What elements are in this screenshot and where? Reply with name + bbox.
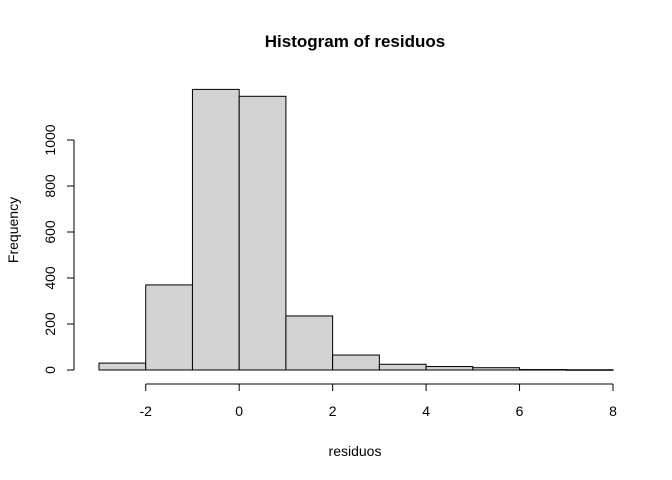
chart-title: Histogram of residuos	[265, 32, 445, 51]
histogram-bar	[98, 362, 147, 371]
x-axis: -2 0 2 4 6 8	[140, 383, 617, 419]
histogram-bar	[425, 366, 474, 371]
x-tick-label: 2	[329, 403, 337, 419]
x-tick-label: -2	[140, 403, 153, 419]
histogram-bar	[145, 284, 193, 371]
y-axis-label: Frequency	[5, 197, 21, 263]
histogram-bar	[191, 88, 240, 371]
y-tick-label: 0	[42, 366, 58, 374]
y-tick-label: 600	[42, 220, 58, 244]
histogram-bar	[285, 315, 334, 371]
histogram-bar	[238, 95, 287, 371]
y-axis: 0 200 400 600 800 1000	[42, 124, 75, 374]
x-tick-label: 4	[422, 403, 430, 419]
bars-group	[98, 88, 614, 371]
x-tick-label: 0	[235, 403, 243, 419]
y-tick-label: 200	[42, 312, 58, 336]
histogram-bar	[565, 369, 614, 371]
y-tick-label: 1000	[42, 124, 58, 155]
x-tick-label: 6	[516, 403, 524, 419]
histogram-bar	[519, 369, 567, 371]
histogram-bar	[472, 367, 521, 371]
x-tick-label: 8	[609, 403, 617, 419]
histogram-bar	[332, 354, 380, 371]
x-axis-label: residuos	[329, 443, 382, 459]
y-tick-label: 800	[42, 174, 58, 198]
histogram-bar	[378, 363, 427, 371]
y-tick-label: 400	[42, 266, 58, 290]
